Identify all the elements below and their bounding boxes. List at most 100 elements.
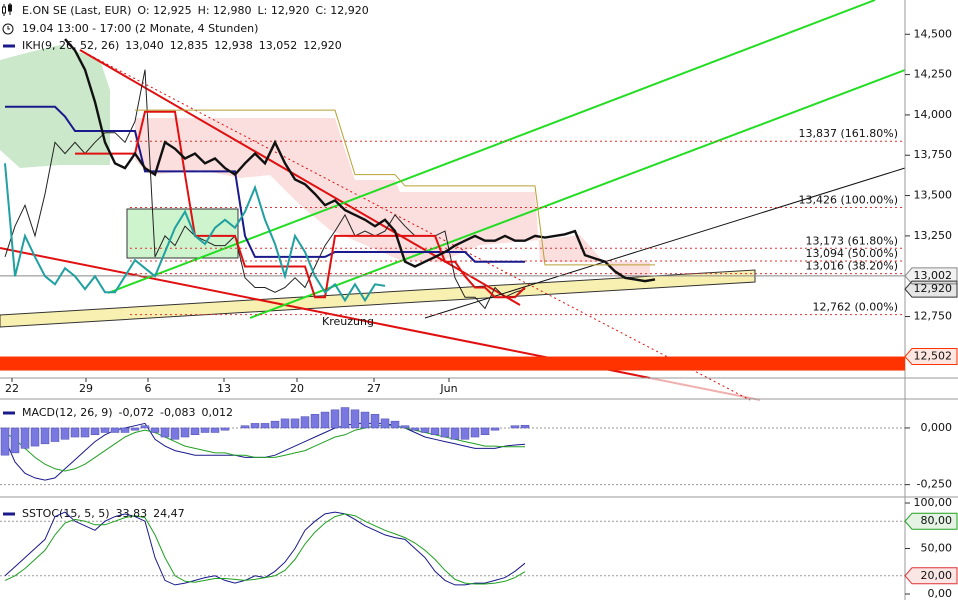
price-box [904,348,958,366]
ohlc-value: H: 12,980 [198,4,252,17]
histogram-bar [340,407,350,429]
ohlc-value: L: 12,920 [258,4,310,17]
x-tick-label: 22 [5,382,19,395]
histogram-bar [460,427,470,440]
histogram-bar [510,425,520,429]
histogram-bar [50,427,60,442]
fib-label: 12,762 (0.00%) [812,301,898,314]
histogram-bar [350,409,360,429]
histogram-bar [300,416,310,429]
annotation: Kreuzung [322,315,374,328]
x-tick-label: 27 [367,382,381,395]
histogram-bar [430,427,440,436]
histogram-bar [520,424,530,429]
y-tick-label: 0,00 [928,587,953,600]
x-tick-label: 29 [79,382,93,395]
histogram-bar [190,427,200,436]
x-tick-label: Jun [439,382,457,395]
legend-value: 13,052 [259,39,298,52]
series-line [4,425,525,472]
price-box [904,567,958,585]
ohlc-value: C: 12,920 [315,4,368,17]
histogram-bar [260,423,270,429]
legend-value: 12,835 [170,39,209,52]
histogram-bar [310,414,320,429]
histogram-bar [330,409,340,429]
histogram-bar [390,420,400,429]
instrument-title: E.ON SE (Last, EUR) [22,4,131,17]
y-tick-label: 13,750 [914,148,953,161]
histogram-bar [40,427,50,445]
legend-value: 33,83 [116,507,148,520]
y-tick-label: 14,500 [914,27,953,40]
trendline-thin [424,167,906,319]
price-box-label: 20,00 [921,569,953,582]
series-line [135,109,655,266]
histogram-bar [450,427,460,440]
trendline-dotted [79,49,751,401]
histogram-bar [170,427,180,440]
histogram-bar [360,411,370,429]
histogram-bar [130,427,140,431]
histogram-bar [220,427,230,431]
price-box-label: 12,502 [914,350,953,363]
series-line [4,69,526,310]
histogram-bar [370,414,380,429]
y-tick-label: 14,000 [914,108,953,121]
histogram-bar [290,418,300,429]
legend-value: -0,083 [160,406,195,419]
histogram-bar [140,425,150,429]
histogram-bar [150,427,160,433]
legend-value: 0,012 [201,406,233,419]
legend-value: 12,938 [214,39,253,52]
histogram-bar [60,427,70,440]
fib-label: 13,837 (161.80%) [798,127,898,140]
price-box [904,512,958,530]
histogram-bar [30,427,40,447]
histogram-bar [110,427,120,433]
histogram-bar [320,411,330,429]
candle-icon [2,3,12,16]
clock-icon [2,23,14,35]
support-band [0,269,756,328]
histogram-bar [410,427,420,431]
histogram-bar [160,427,170,438]
histogram-bar [180,427,190,438]
y-tick-label: 13,250 [914,229,953,242]
fib-label: 13,426 (100.00%) [798,194,898,207]
legend-value: -0,072 [119,406,154,419]
channel-line [107,0,876,294]
price-band [0,356,905,371]
trendline [0,247,651,379]
histogram-bar [120,427,130,433]
histogram-bar [470,427,480,438]
y-tick-label: 0,000 [921,421,953,434]
histogram-bar [270,420,280,429]
histogram-bar [20,427,30,449]
series-line [4,513,526,585]
histogram-bar [420,427,430,433]
histogram-bar [440,427,450,438]
y-tick-label: -0,250 [917,478,952,491]
channel-line [249,69,906,319]
y-tick-label: 14,250 [914,68,953,81]
indicator-title: MACD(12, 26, 9) [22,406,113,419]
y-tick-label: 13,500 [914,189,953,202]
histogram-bar [80,427,90,438]
series-line [4,163,386,303]
period-subtitle: 19.04 13:00 - 17:00 (2 Monate, 4 Stunden… [22,22,258,35]
histogram-bar [490,427,500,431]
histogram-bar [70,427,80,438]
price-box-label: 80,00 [921,514,953,527]
legend-value: 12,920 [303,39,342,52]
y-tick-label: 12,750 [914,310,953,323]
histogram-bar [250,423,260,429]
histogram-bar [10,427,20,454]
histogram-bar [480,427,490,436]
x-tick-label: 6 [145,382,152,395]
series-line [64,38,656,283]
histogram-bar [0,427,10,456]
ohlc-value: O: 12,925 [137,4,191,17]
legend-value: 13,040 [125,39,164,52]
y-tick-label: 50,00 [921,542,953,555]
